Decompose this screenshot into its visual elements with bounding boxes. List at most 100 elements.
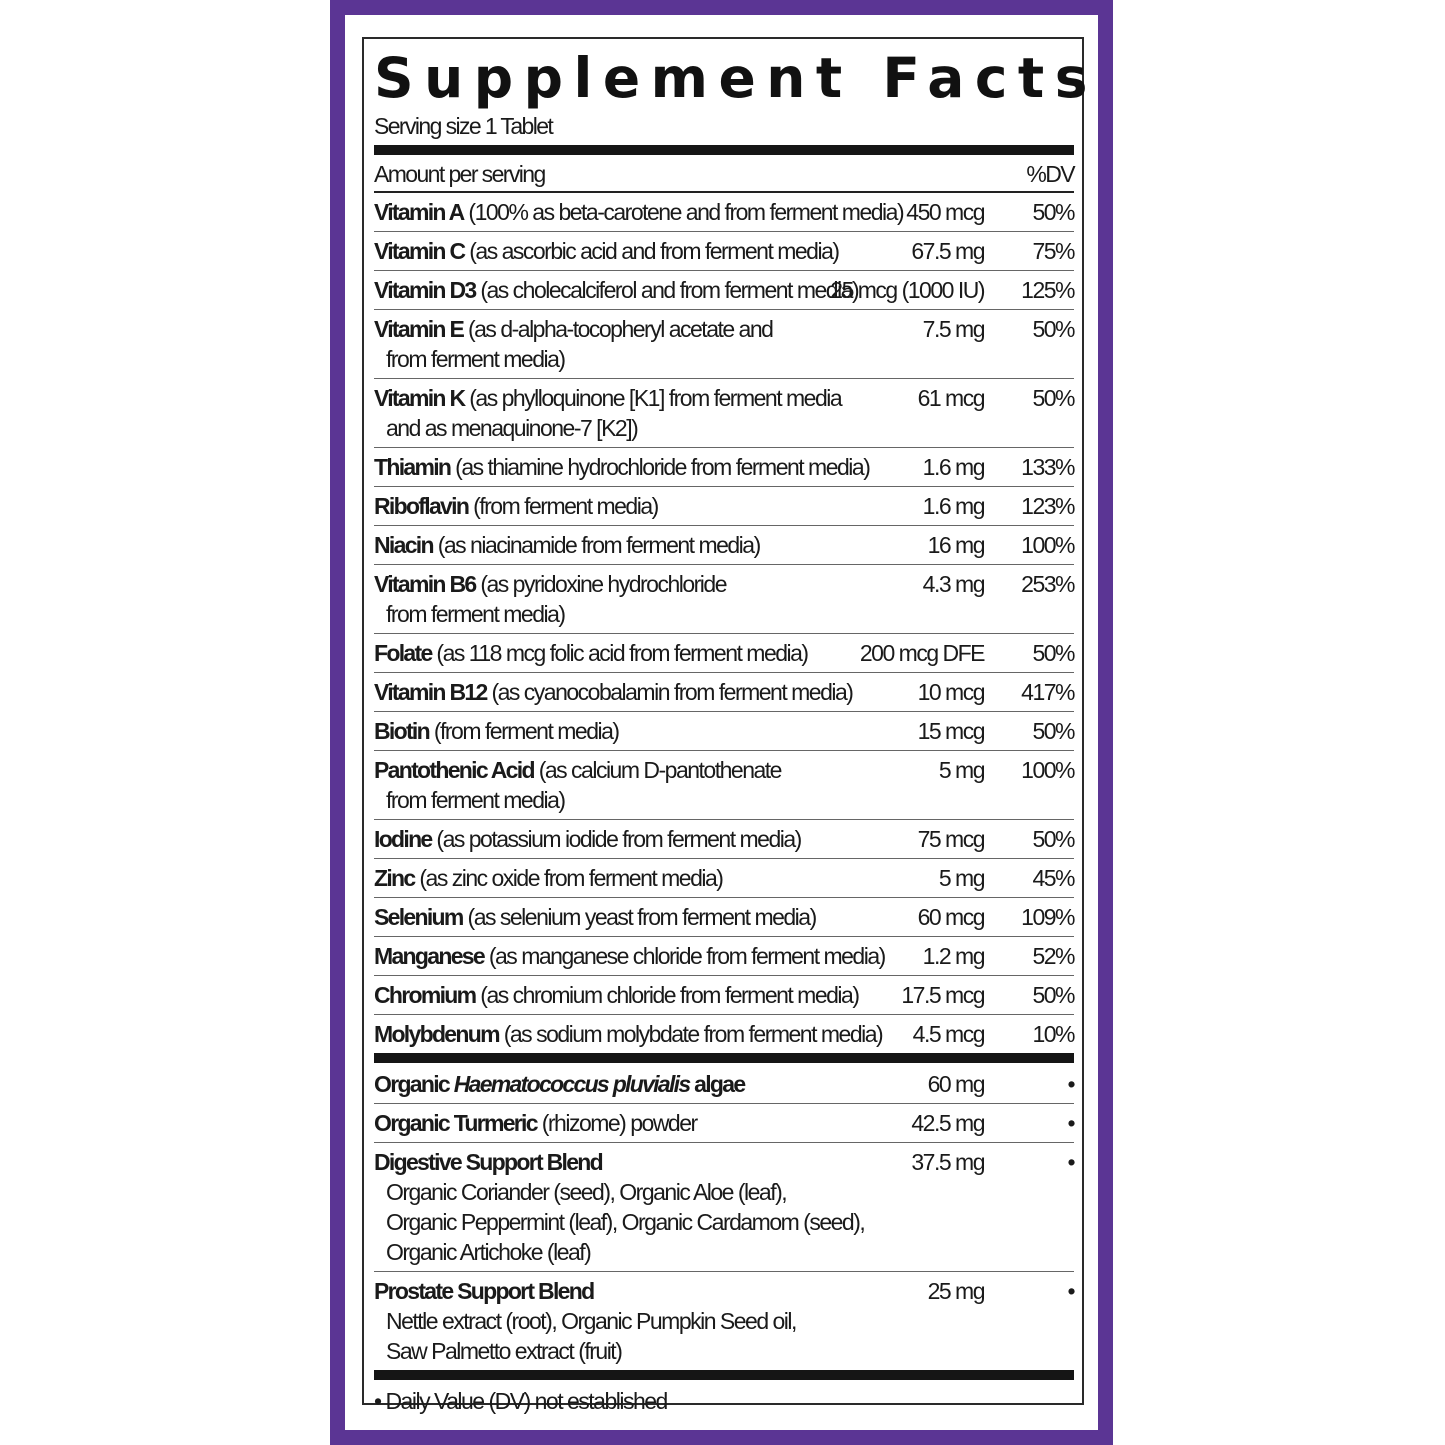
ingredient-description: (rhizome) powder — [541, 1110, 698, 1136]
nutrient-list: Vitamin A (100% as beta-carotene and fro… — [374, 193, 1075, 1053]
daily-value: 50% — [1032, 826, 1075, 852]
blend-components: Organic Artichoke (leaf) — [386, 1239, 592, 1265]
table-row: Selenium (as selenium yeast from ferment… — [374, 898, 1075, 937]
thick-divider — [374, 145, 1074, 155]
ingredient-description: (from ferment media) — [433, 718, 620, 744]
daily-value: 45% — [1032, 865, 1075, 891]
blend-components: Organic Peppermint (leaf), Organic Carda… — [386, 1209, 866, 1235]
table-row: Zinc (as zinc oxide from ferment media) 5… — [374, 859, 1075, 898]
blend-components: Organic Coriander (seed), Organic Aloe (… — [386, 1179, 788, 1205]
ingredient-name: Zinc — [374, 865, 416, 891]
table-row: Folate (as 118 mcg folic acid from ferme… — [374, 634, 1075, 673]
daily-value: 50% — [1032, 199, 1075, 225]
ingredient-name: Thiamin — [374, 454, 452, 480]
ingredient-name: Prostate Support Blend — [374, 1278, 595, 1304]
amount: 16 mg — [927, 532, 986, 558]
table-row: Vitamin D3 (as cholecalciferol and from … — [374, 271, 1075, 310]
ingredient-line: Molybdenum (as sodium molybdate from fer… — [374, 1019, 894, 1049]
ingredient-line: Digestive Support Blend — [374, 1147, 894, 1177]
table-row: Vitamin B12 (as cyanocobalamin from ferm… — [374, 673, 1075, 712]
blend-components: Nettle extract (root), Organic Pumpkin S… — [386, 1308, 797, 1334]
daily-value: 100% — [1021, 532, 1075, 558]
ingredient-name: Digestive Support Blend — [374, 1149, 604, 1175]
ingredient-line: Riboflavin (from ferment media) — [374, 491, 894, 521]
amount: 4.5 mcg — [912, 1021, 986, 1047]
amount: 42.5 mg — [911, 1110, 985, 1136]
ingredient-description: (as pyridoxine hydrochloride — [480, 571, 727, 597]
daily-value: 50% — [1032, 640, 1075, 666]
thick-divider — [374, 1053, 1074, 1063]
daily-value: • — [1067, 1149, 1075, 1175]
ingredient-line: Selenium (as selenium yeast from ferment… — [374, 902, 894, 932]
amount: 60 mcg — [917, 904, 986, 930]
amount: 25 mg — [927, 1278, 986, 1304]
ingredient-name: Vitamin C — [374, 238, 466, 264]
ingredient-description: (as selenium yeast from ferment media) — [467, 904, 818, 930]
daily-value: 52% — [1032, 943, 1075, 969]
ingredient-description: (as thiamine hydrochloride from ferment … — [455, 454, 871, 480]
amount: 61 mcg — [917, 385, 986, 411]
ingredient-line: Vitamin C (as ascorbic acid and from fer… — [374, 236, 894, 266]
amount: 17.5 mcg — [901, 982, 985, 1008]
ingredient-name: Manganese — [374, 943, 486, 969]
table-row: Vitamin E (as d-alpha-tocopheryl acetate… — [374, 310, 1075, 379]
ingredient-description: (as sodium molybdate from ferment media) — [503, 1021, 884, 1047]
ingredient-description: (as chromium chloride from ferment media… — [480, 982, 860, 1008]
daily-value: 100% — [1021, 757, 1075, 783]
ingredient-description-continued: from ferment media) — [386, 601, 566, 627]
footnote: • Daily Value (DV) not established — [374, 1388, 668, 1414]
amount: 67.5 mg — [911, 238, 985, 264]
ingredient-line: Thiamin (as thiamine hydrochloride from … — [374, 452, 894, 482]
ingredient-name: Vitamin B12 — [374, 679, 488, 705]
dv-header: %DV — [1026, 161, 1075, 187]
ingredient-description: (as potassium iodide from ferment media) — [436, 826, 802, 852]
ingredient-name: Organic Turmeric — [374, 1110, 539, 1136]
table-row: Vitamin B6 (as pyridoxine hydrochloride f… — [374, 565, 1075, 634]
ingredient-line: Prostate Support Blend — [374, 1276, 894, 1306]
amount: 25 mcg (1000 IU) — [830, 277, 985, 303]
daily-value: 133% — [1021, 454, 1075, 480]
amount: 10 mcg — [917, 679, 986, 705]
amount: 1.6 mg — [922, 493, 986, 519]
ingredient-name: Pantothenic Acid — [374, 757, 536, 783]
amount: 37.5 mg — [911, 1149, 985, 1175]
ingredient-name: Vitamin D3 — [374, 277, 477, 303]
amount: 60 mg — [927, 1071, 986, 1097]
ingredient-description: (as cyanocobalamin from ferment media) — [491, 679, 854, 705]
ingredient-description-continued: and as menaquinone-7 [K2]) — [386, 415, 639, 441]
table-header: Amount per serving %DV — [374, 157, 1076, 193]
ingredient-line: Folate (as 118 mcg folic acid from ferme… — [374, 638, 894, 668]
amount: 1.2 mg — [922, 943, 986, 969]
daily-value: • — [1067, 1110, 1075, 1136]
ingredient-name-suffix: algae — [689, 1071, 746, 1097]
table-row: Molybdenum (as sodium molybdate from fer… — [374, 1015, 1075, 1053]
ingredient-name: Selenium — [374, 904, 464, 930]
daily-value: 417% — [1021, 679, 1075, 705]
ingredient-line: Vitamin B12 (as cyanocobalamin from ferm… — [374, 677, 894, 707]
daily-value: 50% — [1032, 718, 1075, 744]
amount: 7.5 mg — [922, 316, 986, 342]
ingredient-line: Organic Haematococcus pluvialis algae — [374, 1069, 894, 1099]
table-row: Vitamin C (as ascorbic acid and from fer… — [374, 232, 1075, 271]
daily-value: • — [1067, 1278, 1075, 1304]
ingredient-name-italic: Haematococcus pluvialis — [453, 1071, 691, 1097]
ingredient-description-continued: from ferment media) — [386, 787, 566, 813]
ingredient-name: Vitamin B6 — [374, 571, 477, 597]
ingredient-line: Manganese (as manganese chloride from fe… — [374, 941, 894, 971]
table-row: Chromium (as chromium chloride from ferm… — [374, 976, 1075, 1015]
supplement-facts-panel: Supplement Facts Serving size 1 Tablet A… — [362, 37, 1087, 1414]
amount: 1.6 mg — [922, 454, 986, 480]
amount: 75 mcg — [917, 826, 986, 852]
table-row: Biotin (from ferment media) 15 mcg 50% — [374, 712, 1075, 751]
amount: 4.3 mg — [922, 571, 986, 597]
table-row: Iodine (as potassium iodide from ferment… — [374, 820, 1075, 859]
ingredient-name: Vitamin E — [374, 316, 465, 342]
ingredient-name: Vitamin A — [374, 199, 465, 225]
ingredient-description: (as phylloquinone [K1] from ferment medi… — [469, 385, 842, 411]
ingredient-line: Vitamin B6 (as pyridoxine hydrochloride — [374, 569, 894, 599]
table-row: Digestive Support Blend Organic Coriander… — [374, 1143, 1075, 1272]
ingredient-line: Pantothenic Acid (as calcium D-pantothen… — [374, 755, 894, 785]
ingredient-description: (as cholecalciferol and from ferment med… — [480, 277, 859, 303]
table-row: Organic Turmeric (rhizome) powder 42.5 mg… — [374, 1104, 1075, 1143]
amount: 5 mg — [938, 865, 986, 891]
